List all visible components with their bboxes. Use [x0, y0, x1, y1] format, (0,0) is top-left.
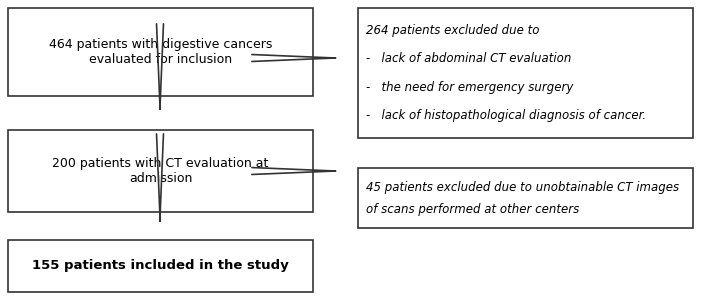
Text: -   lack of abdominal CT evaluation: - lack of abdominal CT evaluation — [366, 52, 572, 65]
Text: -   lack of histopathological diagnosis of cancer.: - lack of histopathological diagnosis of… — [366, 109, 646, 122]
Bar — [358, 8, 693, 138]
Bar — [8, 130, 313, 212]
Bar — [8, 8, 313, 96]
Text: -   the need for emergency surgery: - the need for emergency surgery — [366, 81, 573, 94]
Text: of scans performed at other centers: of scans performed at other centers — [366, 202, 579, 216]
Text: 264 patients excluded due to: 264 patients excluded due to — [366, 24, 539, 37]
Text: 200 patients with CT evaluation at
admission: 200 patients with CT evaluation at admis… — [52, 157, 269, 185]
Text: 464 patients with digestive cancers
evaluated for inclusion: 464 patients with digestive cancers eval… — [49, 38, 272, 66]
Text: 45 patients excluded due to unobtainable CT images: 45 patients excluded due to unobtainable… — [366, 181, 679, 193]
Bar — [358, 168, 693, 228]
Bar — [8, 240, 313, 292]
Text: 155 patients included in the study: 155 patients included in the study — [32, 260, 289, 272]
